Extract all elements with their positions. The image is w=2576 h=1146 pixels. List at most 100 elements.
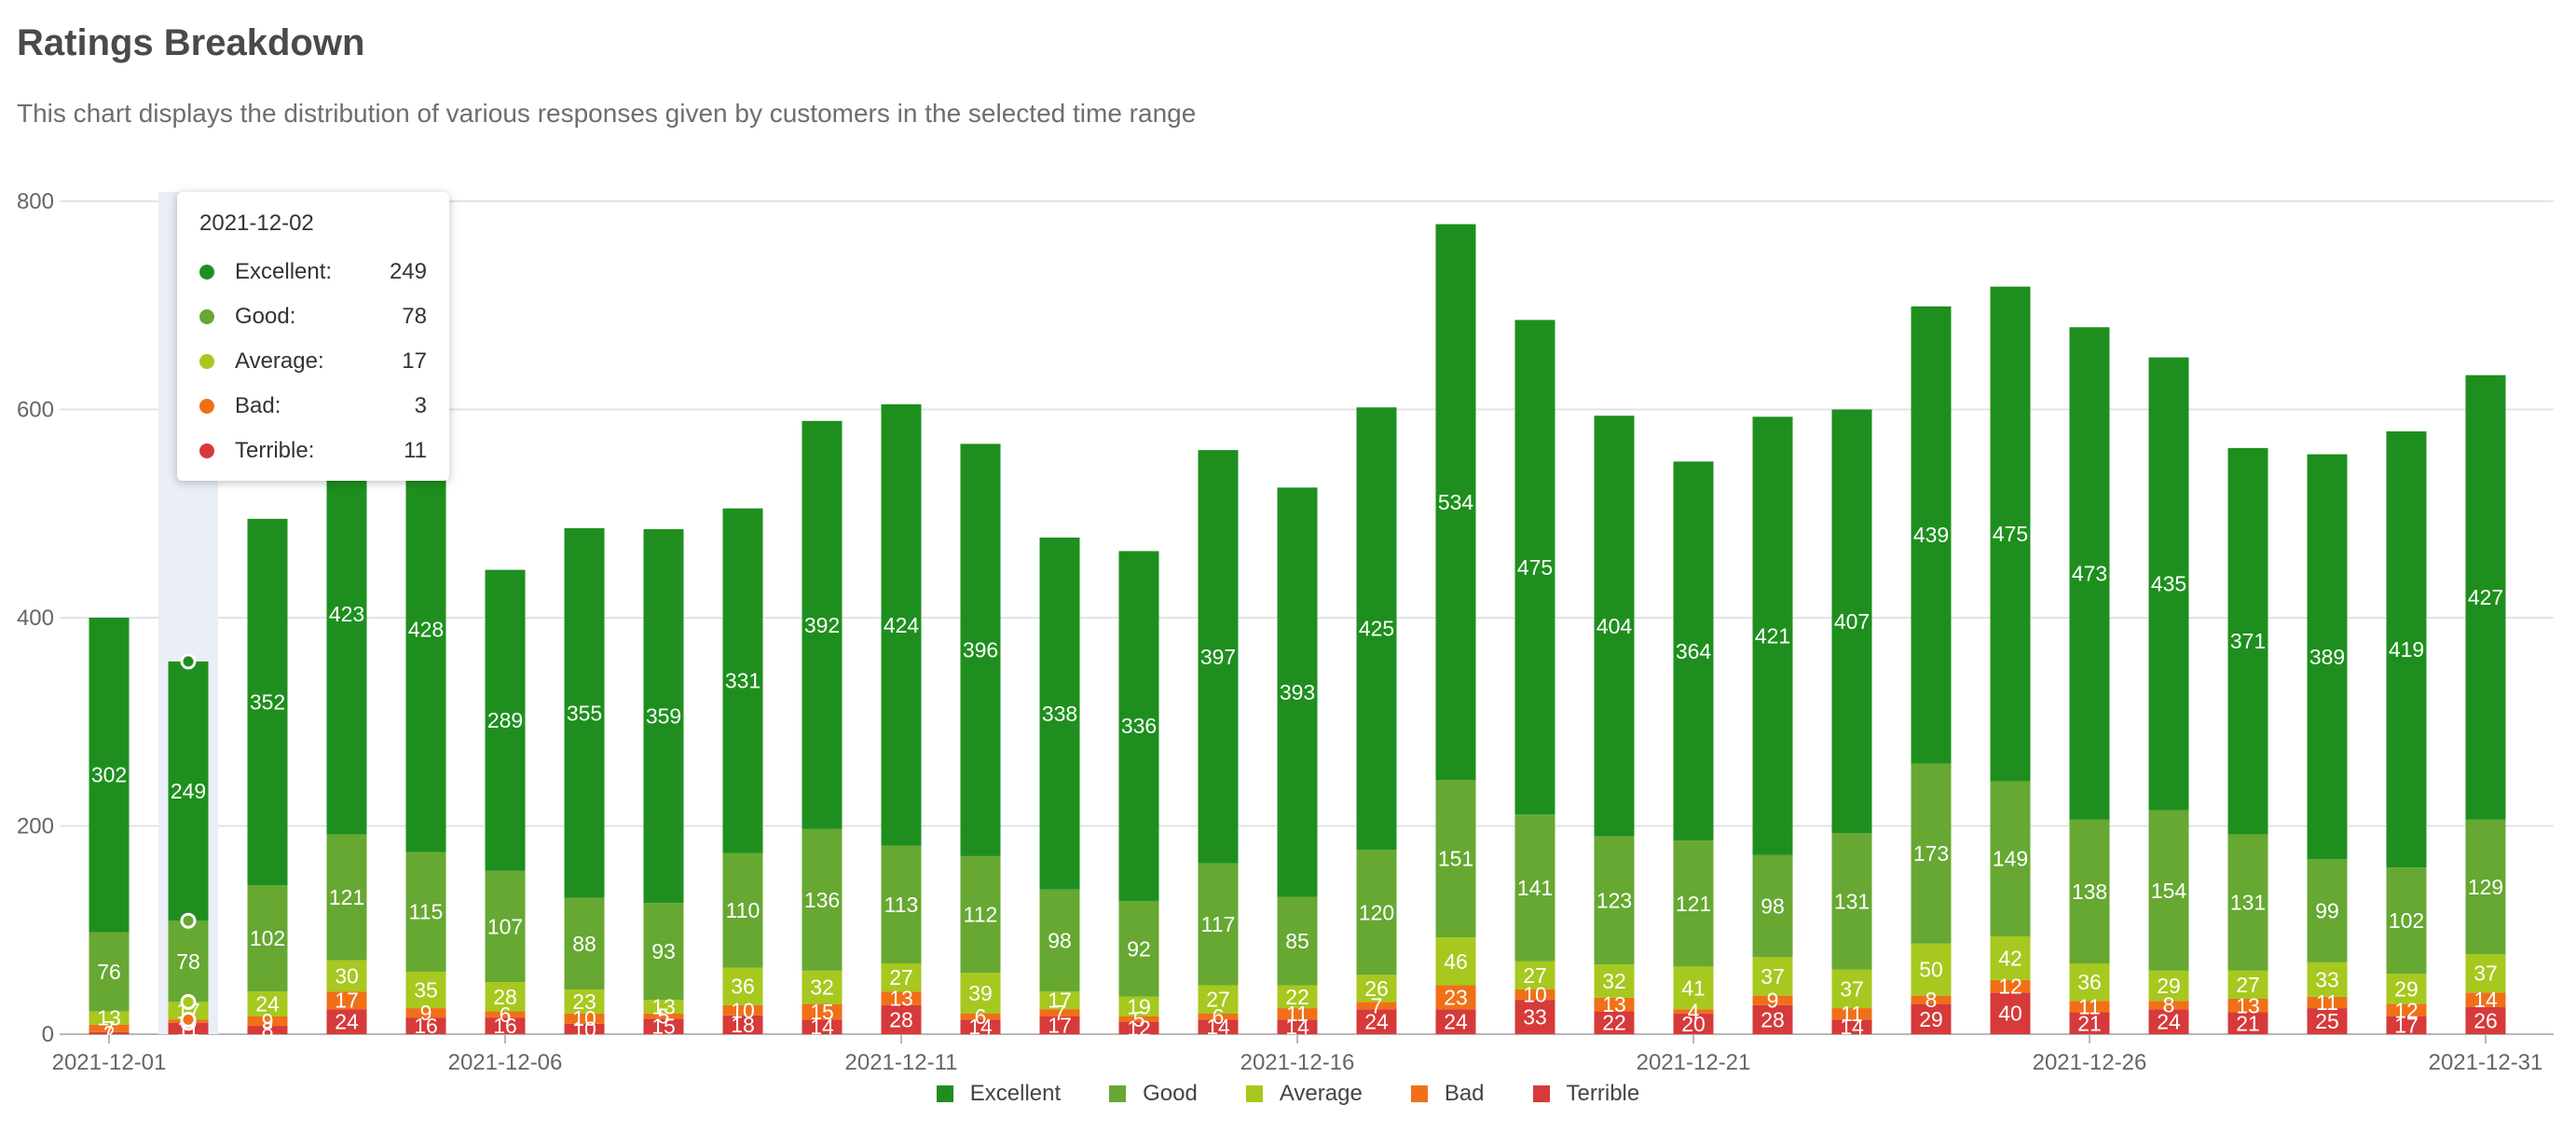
bar-segment-average[interactable] xyxy=(2148,970,2189,1002)
bar-segment-good[interactable] xyxy=(1198,863,1239,986)
bar-segment-excellent[interactable] xyxy=(1356,407,1397,851)
bar-segment-good[interactable] xyxy=(1356,850,1397,975)
bar-segment-average[interactable] xyxy=(247,991,288,1017)
bar-segment-bad[interactable] xyxy=(1435,985,1476,1010)
bar-segment-good[interactable] xyxy=(1673,840,1714,967)
bar-segment-good[interactable] xyxy=(326,834,367,961)
bar-segment-average[interactable] xyxy=(1990,935,2031,980)
bar-segment-good[interactable] xyxy=(2069,819,2110,964)
bar-segment-good[interactable] xyxy=(1118,900,1159,997)
bar-segment-average[interactable] xyxy=(564,989,605,1014)
bar-segment-terrible[interactable] xyxy=(2307,1008,2348,1034)
bar-segment-terrible[interactable] xyxy=(2148,1009,2189,1034)
bar-segment-bad[interactable] xyxy=(2386,1003,2427,1017)
bars[interactable] xyxy=(89,224,2506,1034)
bar-segment-good[interactable] xyxy=(1911,763,1952,944)
bar-segment-terrible[interactable] xyxy=(1118,1021,1159,1034)
legend-item-average[interactable]: Average xyxy=(1245,1081,1363,1107)
bar-segment-bad[interactable] xyxy=(2069,1001,2110,1013)
bar-segment-average[interactable] xyxy=(1673,966,1714,1010)
bar-segment-terrible[interactable] xyxy=(1752,1004,1793,1034)
bar-segment-terrible[interactable] xyxy=(1356,1009,1397,1034)
bar-segment-terrible[interactable] xyxy=(1039,1016,1080,1034)
bar-segment-good[interactable] xyxy=(1594,836,1635,965)
bar-segment-bad[interactable] xyxy=(564,1013,605,1024)
bar-segment-terrible[interactable] xyxy=(2227,1012,2268,1034)
legend-item-excellent[interactable]: Excellent xyxy=(936,1081,1061,1107)
bar-segment-terrible[interactable] xyxy=(405,1017,446,1034)
bar-segment-average[interactable] xyxy=(405,971,446,1009)
bar-segment-excellent[interactable] xyxy=(2386,430,2427,868)
bar-segment-excellent[interactable] xyxy=(1673,461,1714,841)
bar-segment-terrible[interactable] xyxy=(2386,1016,2427,1034)
bar-segment-good[interactable] xyxy=(2148,810,2189,971)
bar-segment-good[interactable] xyxy=(405,852,446,972)
bar-segment-average[interactable] xyxy=(2386,974,2427,1004)
bar-segment-terrible[interactable] xyxy=(326,1009,367,1034)
bar-segment-bad[interactable] xyxy=(1198,1013,1239,1020)
bar-segment-average[interactable] xyxy=(2465,953,2506,993)
bar-segment-average[interactable] xyxy=(1435,937,1476,986)
bar-segment-good[interactable] xyxy=(960,855,1001,974)
bar-segment-bad[interactable] xyxy=(405,1008,446,1018)
bar-segment-good[interactable] xyxy=(168,921,209,1003)
bar-segment-bad[interactable] xyxy=(1990,979,2031,993)
bar-segment-excellent[interactable] xyxy=(1118,551,1159,901)
bar-segment-bad[interactable] xyxy=(1594,997,1635,1012)
bar-segment-excellent[interactable] xyxy=(247,518,288,886)
bar-segment-bad[interactable] xyxy=(485,1011,526,1018)
bar-segment-good[interactable] xyxy=(247,885,288,992)
bar-segment-bad[interactable] xyxy=(1039,1009,1080,1017)
bar-segment-average[interactable] xyxy=(1752,957,1793,996)
bar-segment-bad[interactable] xyxy=(2148,1001,2189,1010)
bar-segment-excellent[interactable] xyxy=(564,527,605,898)
bar-segment-bad[interactable] xyxy=(802,1003,843,1020)
bar-segment-excellent[interactable] xyxy=(89,618,130,933)
bar-segment-good[interactable] xyxy=(564,897,605,989)
bar-segment-average[interactable] xyxy=(1911,943,1952,996)
bar-segment-good[interactable] xyxy=(1277,896,1318,986)
bar-segment-terrible[interactable] xyxy=(1198,1019,1239,1034)
bar-segment-terrible[interactable] xyxy=(881,1004,922,1034)
bar-segment-good[interactable] xyxy=(2386,867,2427,975)
bar-segment-excellent[interactable] xyxy=(960,443,1001,856)
bar-segment-bad[interactable] xyxy=(2465,992,2506,1007)
bar-segment-average[interactable] xyxy=(1356,975,1397,1003)
bar-segment-good[interactable] xyxy=(2307,859,2348,962)
bar-segment-bad[interactable] xyxy=(1514,989,1555,1001)
bar-segment-excellent[interactable] xyxy=(1039,537,1080,890)
bar-segment-average[interactable] xyxy=(2227,970,2268,1000)
bar-segment-excellent[interactable] xyxy=(643,529,684,904)
bar-segment-excellent[interactable] xyxy=(722,508,763,853)
bar-segment-bad[interactable] xyxy=(247,1016,288,1027)
bar-segment-average[interactable] xyxy=(2069,963,2110,1002)
bar-segment-terrible[interactable] xyxy=(722,1015,763,1034)
bar-segment-good[interactable] xyxy=(1990,781,2031,936)
bar-segment-terrible[interactable] xyxy=(1435,1009,1476,1034)
bar-segment-excellent[interactable] xyxy=(1594,416,1635,837)
bar-segment-bad[interactable] xyxy=(1118,1016,1159,1022)
bar-segment-average[interactable] xyxy=(1831,969,1872,1009)
bar-segment-good[interactable] xyxy=(881,845,922,964)
bar-segment-bad[interactable] xyxy=(1673,1009,1714,1014)
bar-segment-excellent[interactable] xyxy=(2227,447,2268,835)
bar-segment-terrible[interactable] xyxy=(2465,1006,2506,1034)
bar-segment-excellent[interactable] xyxy=(168,661,209,921)
bar-segment-terrible[interactable] xyxy=(247,1026,288,1034)
bar-segment-good[interactable] xyxy=(485,870,526,983)
bar-segment-excellent[interactable] xyxy=(2069,327,2110,820)
bar-segment-average[interactable] xyxy=(802,970,843,1004)
bar-segment-average[interactable] xyxy=(1118,996,1159,1017)
bar-segment-bad[interactable] xyxy=(960,1013,1001,1020)
bar-segment-average[interactable] xyxy=(2307,962,2348,997)
bar-segment-terrible[interactable] xyxy=(643,1018,684,1034)
bar-segment-terrible[interactable] xyxy=(1594,1011,1635,1034)
bar-segment-terrible[interactable] xyxy=(1277,1019,1318,1034)
bar-segment-excellent[interactable] xyxy=(1198,450,1239,864)
bar-segment-bad[interactable] xyxy=(1911,995,1952,1004)
bar-segment-terrible[interactable] xyxy=(802,1019,843,1034)
bar-segment-good[interactable] xyxy=(1435,780,1476,938)
legend-item-terrible[interactable]: Terrible xyxy=(1532,1081,1639,1107)
bar-segment-excellent[interactable] xyxy=(2307,454,2348,860)
bar-segment-good[interactable] xyxy=(2465,819,2506,954)
